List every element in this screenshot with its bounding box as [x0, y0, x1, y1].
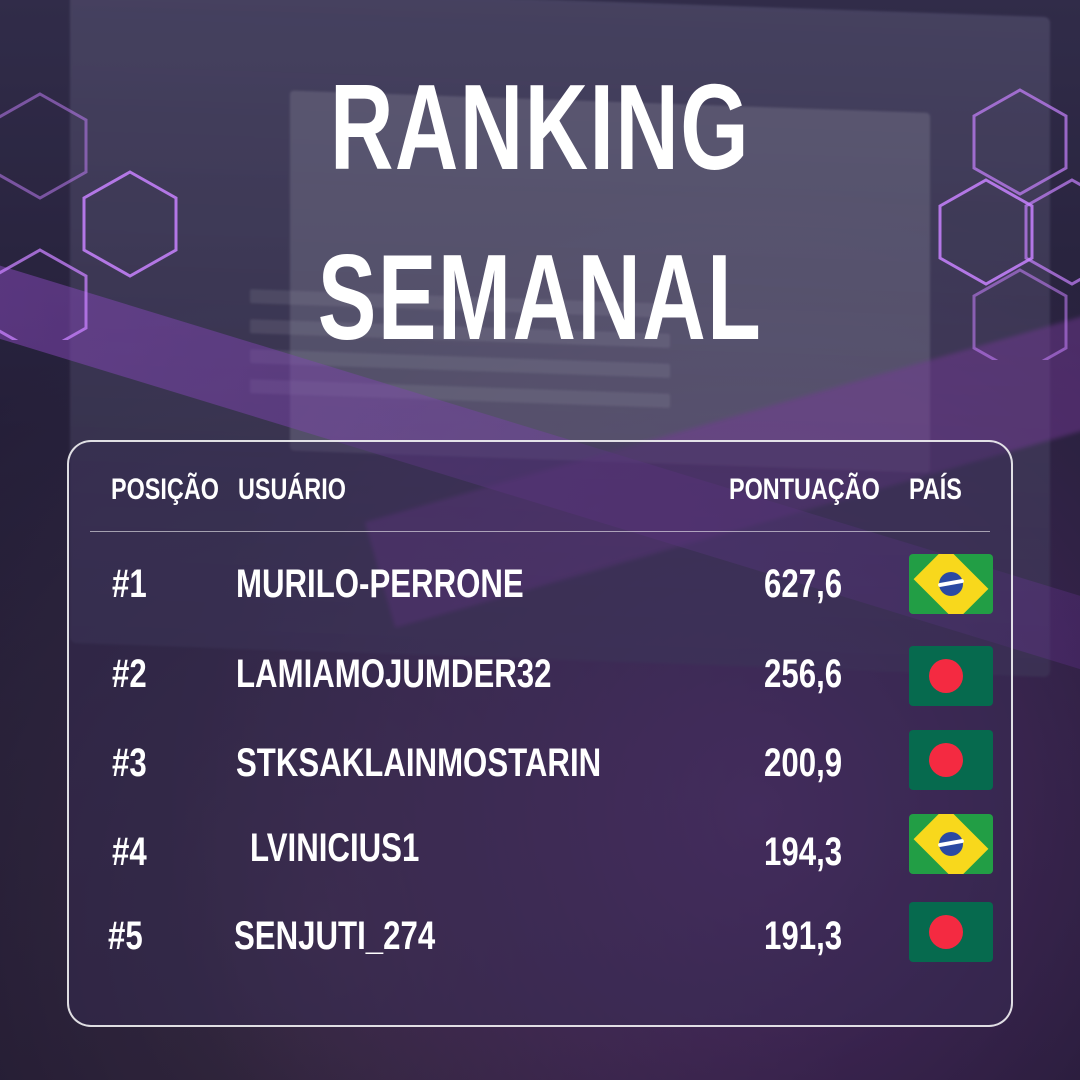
row-score: 200,9 — [763, 741, 842, 785]
row-score: 194,3 — [763, 830, 842, 874]
ranking-table-card — [67, 440, 1013, 1027]
row-position: #4 — [112, 830, 147, 874]
brazil-flag-icon — [909, 554, 993, 614]
header-divider — [90, 531, 990, 532]
bangladesh-flag-icon — [909, 730, 993, 790]
row-user: LAMIAMOJUMDER32 — [236, 652, 552, 696]
title-line-1: RANKING — [329, 59, 750, 195]
row-position: #1 — [112, 562, 147, 606]
header-position: POSIÇÃO — [111, 473, 219, 506]
hexagon-pattern-right-icon — [938, 88, 1080, 360]
bangladesh-flag-icon — [909, 902, 993, 962]
row-position: #5 — [108, 914, 143, 958]
header-country: PAÍS — [909, 473, 962, 506]
row-user: SENJUTI_274 — [234, 914, 436, 958]
header-user: USUÁRIO — [238, 473, 346, 506]
brazil-flag-icon — [909, 814, 993, 874]
row-score: 256,6 — [763, 652, 842, 696]
row-position: #3 — [112, 741, 147, 785]
row-user: MURILO-PERRONE — [236, 562, 524, 606]
row-user: LVINICIUS1 — [250, 826, 420, 870]
bangladesh-flag-icon — [909, 646, 993, 706]
row-user: STKSAKLAINMOSTARIN — [236, 741, 602, 785]
title-line-2: SEMANAL — [317, 229, 763, 365]
row-score: 627,6 — [763, 562, 842, 606]
row-position: #2 — [112, 652, 147, 696]
row-score: 191,3 — [763, 914, 842, 958]
hexagon-pattern-left-icon — [0, 92, 178, 340]
header-score: PONTUAÇÃO — [729, 473, 880, 506]
